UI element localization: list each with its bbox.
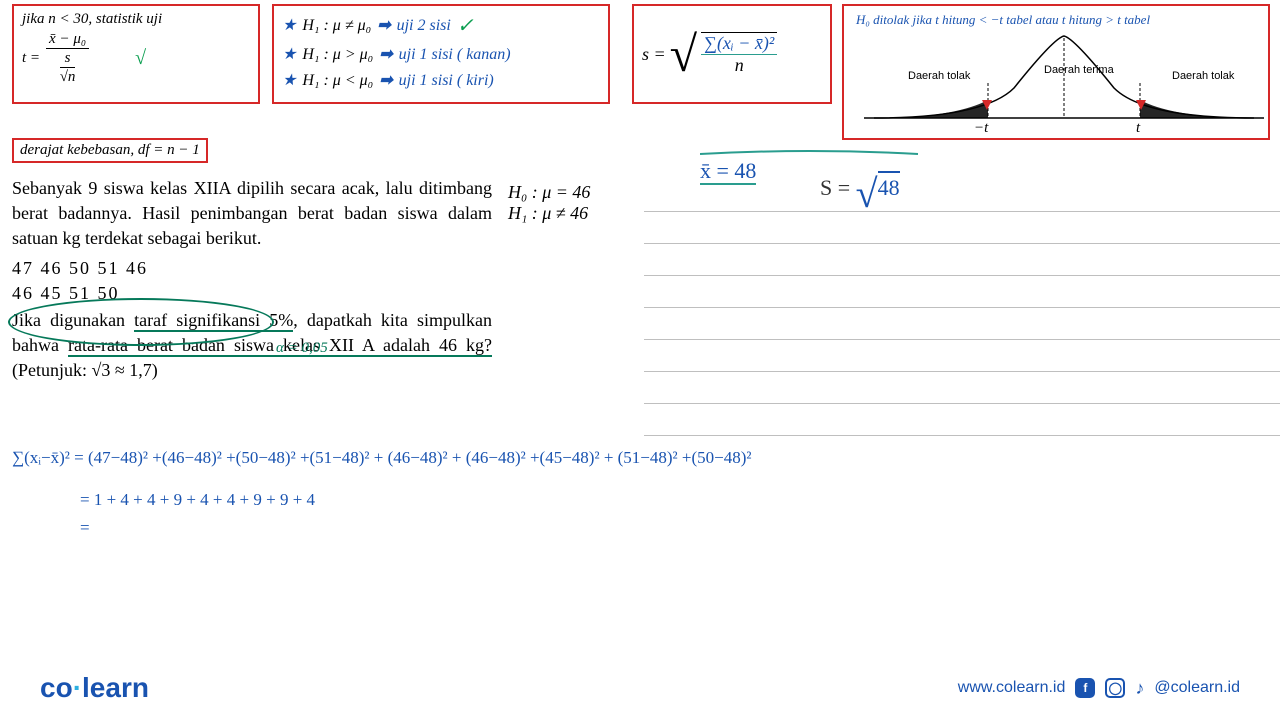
sqrt-icon: √ [670,34,697,74]
p2a: Jika digunakan [12,310,134,330]
h1-lt: H₁ : μ < μ₀ [302,68,373,94]
n-denominator: n [701,55,777,76]
alpha-annotation: α = 0,05 [276,340,328,357]
p2e: (Petunjuk: √3 ≈ 1,7) [12,360,158,380]
std-dev-formula-box: s = √ ∑(xᵢ − x̄)² n [632,4,832,104]
star-icon: ★ [282,13,296,39]
calc-line-2: = 1 + 4 + 4 + 9 + 4 + 4 + 9 + 9 + 4 [80,490,315,510]
t-numerator: x̄ − μ₀ [46,30,89,49]
t-den-sqrt-n: √n [60,67,76,86]
h1-gt: H₁ : μ > μ₀ [302,42,373,68]
s-equals: s = [642,44,666,65]
h0: H₀ : μ = 46 [508,182,590,203]
star-icon: ★ [282,68,296,94]
t-equals: t = [22,49,40,67]
ruled-lines [644,180,1280,440]
footer-handle: @colearn.id [1154,679,1240,697]
pos-t-label: t [1136,120,1140,137]
check-icon: ✓ [457,10,474,42]
h1: H₁ : μ ≠ 46 [508,203,590,224]
arrow-icon: ➡ [377,13,390,39]
h1-neq: H₁ : μ ≠ μ₀ [302,13,371,39]
uji-1-sisi-kanan: uji 1 sisi ( kanan) [399,42,511,68]
uji-2-sisi: uji 2 sisi [397,13,451,39]
check-icon: √ [135,46,146,70]
condition-text: jika n < 30, statistik uji [22,10,250,28]
facebook-icon: f [1075,678,1095,698]
accept-label: Daerah terima [1044,64,1114,76]
problem-p1: Sebanyak 9 siswa kelas XIIA dipilih seca… [12,176,492,252]
t-den-s: s [60,49,76,67]
data-row-2: 46 45 51 50 [12,281,492,306]
reject-rule: H₀ ditolak jika t hitung < −t tabel atau… [856,12,1150,28]
right-reject-label: Daerah tolak [1172,70,1234,82]
formula-box-t-statistic: jika n < 30, statistik uji t = x̄ − μ₀ s… [12,4,260,104]
star-icon: ★ [282,42,296,68]
sum-sq-numerator: ∑(xᵢ − x̄)² [701,33,777,55]
uji-1-sisi-kiri: uji 1 sisi ( kiri) [399,68,494,94]
problem-statement: Sebanyak 9 siswa kelas XIIA dipilih seca… [12,176,492,384]
instagram-icon: ◯ [1105,678,1125,698]
left-reject-label: Daerah tolak [908,70,970,82]
brand-logo: co·learn [40,672,149,704]
calc-line-1: ∑(xᵢ−x̄)² = (47−48)² +(46−48)² +(50−48)²… [12,448,752,468]
degrees-freedom-box: derajat kebebasan, df = n − 1 [12,138,208,163]
arrow-icon: ➡ [379,42,392,68]
calc-line-3: = [80,518,90,538]
bell-curve-icon [854,28,1274,143]
footer: co·learn www.colearn.id f ◯ ♪ @colearn.i… [0,672,1280,704]
hypothesis-types-box: ★ H₁ : μ ≠ μ₀ ➡ uji 2 sisi ✓ ★ H₁ : μ > … [272,4,610,104]
hypotheses: H₀ : μ = 46 H₁ : μ ≠ 46 [508,182,590,224]
neg-t-label: −t [974,120,988,137]
data-row-1: 47 46 50 51 46 [12,256,492,281]
footer-url: www.colearn.id [958,679,1066,697]
p2b: taraf signifikansi 5% [134,310,293,332]
green-underline-icon [700,148,920,160]
rejection-region-box: H₀ ditolak jika t hitung < −t tabel atau… [842,4,1270,140]
tiktok-icon: ♪ [1135,678,1144,699]
arrow-icon: ➡ [379,68,392,94]
